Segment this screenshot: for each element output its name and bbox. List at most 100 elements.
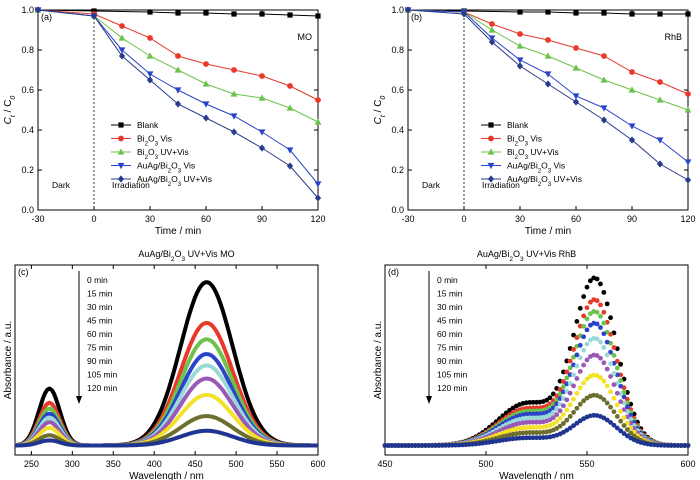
spectrum-point [611, 371, 617, 376]
spectrum-point [527, 419, 533, 425]
plot-frame [37, 9, 319, 211]
data-point [601, 53, 607, 59]
x-tick-label: 600 [680, 459, 695, 469]
x-tick-label: 450 [377, 459, 392, 469]
spectrum-point [601, 309, 607, 315]
data-point [231, 11, 237, 17]
spectrum-point [611, 382, 617, 388]
spectrum-point [618, 428, 624, 434]
spectrum-point [618, 383, 624, 389]
data-point [488, 38, 496, 46]
series-line [407, 9, 689, 95]
y-tick-label: 0.8 [21, 45, 34, 55]
x-tick-label: 550 [270, 459, 285, 469]
data-point [684, 176, 692, 184]
legend-marker [118, 122, 124, 128]
y-axis-label: Ct / C0 [373, 96, 387, 125]
data-point [202, 114, 210, 122]
y-axis-label: Absorbance / a.u. [373, 321, 384, 399]
data-point [315, 97, 321, 103]
spectrum-point [524, 430, 529, 436]
data-point [545, 9, 551, 15]
spectrum-point [584, 341, 590, 347]
spectrum-point [567, 390, 573, 396]
spectrum-point [564, 407, 570, 413]
y-tick-label: 1.0 [391, 5, 404, 15]
plot-frame [384, 264, 689, 456]
spectrum-point [571, 347, 576, 352]
spectrum-point [571, 409, 576, 415]
spectrum-point [581, 334, 587, 340]
legend-label: 75 min [87, 343, 113, 353]
x-axis-label: Wavelength / nm [499, 471, 574, 480]
spectrum-point [581, 294, 587, 299]
data-point [314, 194, 322, 202]
dye-label: RhB [664, 32, 682, 42]
data-point [118, 52, 126, 60]
spectrum-point [587, 299, 593, 305]
spectrum-point [534, 424, 539, 430]
y-tick-label: 0.8 [391, 45, 404, 55]
data-point [287, 83, 293, 89]
spectrum-point [601, 345, 607, 350]
dark-label: Dark [52, 180, 71, 190]
spectrum-point [611, 422, 617, 428]
data-point [656, 96, 664, 103]
data-point [286, 147, 294, 154]
data-point [146, 52, 154, 59]
spectrum-point [604, 400, 610, 406]
chart-panel-2: -30 0 30 60 90 120 0.0 0.2 0.4 0.6 0.8 1.0 Time / mi… [373, 5, 696, 237]
y-tick-label: 0.2 [391, 165, 404, 175]
spectrum-point [564, 358, 570, 364]
spectrum-point [561, 379, 566, 384]
series-line [37, 9, 319, 123]
spectrum-point [564, 397, 570, 403]
spectrum-point [604, 366, 610, 372]
spectrum-title: AuAg/Bi2O3 UV+Vis MO [138, 249, 234, 263]
data-point [600, 116, 608, 124]
spectrum-point [557, 408, 563, 414]
x-tick-label: 30 [515, 214, 525, 224]
data-point [119, 23, 125, 29]
legend-label: Blank [137, 120, 159, 130]
spectrum-point [527, 411, 533, 417]
series-line [37, 9, 319, 185]
spectrum-point [594, 276, 600, 282]
spectrum-point [601, 397, 607, 402]
spectrum-point [561, 403, 566, 409]
data-point [572, 64, 580, 71]
data-point [600, 76, 608, 83]
spectrum-point [524, 435, 529, 441]
data-point [286, 104, 294, 111]
series-line [407, 9, 689, 181]
data-point [146, 71, 154, 78]
spectrum-point [604, 301, 610, 307]
spectrum-point [419, 443, 425, 448]
data-point [314, 181, 322, 188]
spectrum-point [601, 360, 607, 366]
dye-label: MO [298, 32, 313, 42]
spectrum-point [574, 420, 580, 426]
legend-marker [488, 122, 494, 128]
spectrum-point [554, 412, 560, 418]
x-tick-label: 60 [571, 214, 581, 224]
spectrum-point [598, 339, 603, 345]
legend-label: 120 min [87, 383, 118, 393]
spectrum-point [527, 415, 533, 421]
spectrum-point [567, 425, 573, 431]
x-tick-label: 0 [91, 214, 96, 224]
spectrum-point [604, 383, 610, 389]
data-point [174, 87, 182, 94]
spectrum-point [574, 363, 580, 369]
spectrum-point [618, 399, 624, 405]
data-point [684, 106, 692, 113]
data-point [572, 93, 580, 100]
spectrum-point [429, 443, 435, 448]
y-tick-label: 0.4 [391, 125, 404, 135]
x-tick-label: 350 [106, 459, 121, 469]
x-axis-label: Time / min [525, 226, 571, 237]
y-axis-label-group: Absorbance / a.u. [373, 321, 384, 399]
spectrum-point [571, 383, 576, 389]
spectrum-point [564, 417, 570, 423]
spectrum-point [561, 421, 566, 426]
